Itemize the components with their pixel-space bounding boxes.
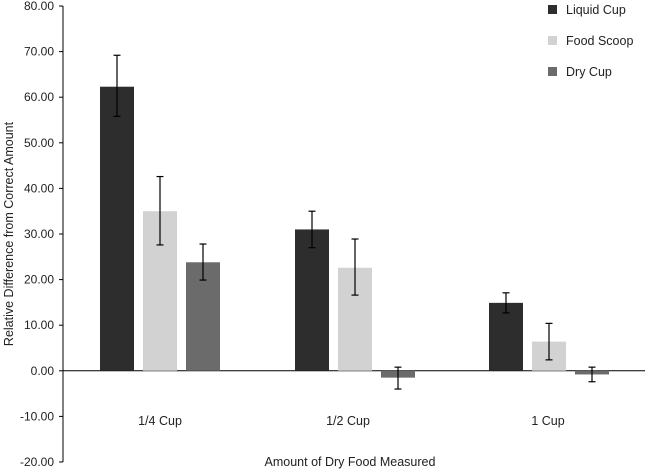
y-axis-ticks: 80.00 70.00 60.00 50.00 40.00 30.00 20.00 10.00… xyxy=(20,0,63,469)
y-tick-label: 80.00 xyxy=(24,0,54,13)
error-bar xyxy=(502,292,510,314)
error-bar xyxy=(156,175,164,246)
y-tick-label: 70.00 xyxy=(24,45,54,59)
error-bar xyxy=(545,322,553,361)
legend-item: Dry Cup xyxy=(548,65,612,79)
legend-item: Food Scoop xyxy=(548,34,633,48)
legend-swatch xyxy=(548,36,557,45)
y-tick-label: 50.00 xyxy=(24,136,54,150)
category-label: 1 Cup xyxy=(531,414,564,428)
y-tick-label: 30.00 xyxy=(24,227,54,241)
x-axis-title: Amount of Dry Food Measured xyxy=(265,455,436,469)
error-bar xyxy=(588,366,596,383)
y-axis-title: Relative Difference from Correct Amount xyxy=(2,121,16,346)
bar-liquid-cup-1 xyxy=(295,229,329,371)
bars xyxy=(100,86,609,378)
error-bar xyxy=(394,366,402,390)
legend-label: Liquid Cup xyxy=(566,3,626,17)
error-bars xyxy=(113,54,596,390)
legend-label: Dry Cup xyxy=(566,65,612,79)
y-tick-label: 10.00 xyxy=(24,318,54,332)
y-tick-label: 60.00 xyxy=(24,90,54,104)
category-label: 1/2 Cup xyxy=(326,414,370,428)
legend-swatch xyxy=(548,67,557,76)
legend-item: Liquid Cup xyxy=(548,3,626,17)
legend: Liquid Cup Food Scoop Dry Cup xyxy=(548,3,633,79)
error-bar xyxy=(199,243,207,281)
error-bar xyxy=(308,210,316,249)
error-bar xyxy=(351,238,359,296)
bar-liquid-cup-2 xyxy=(489,302,523,371)
y-tick-label: -20.00 xyxy=(20,455,54,469)
y-tick-label: 20.00 xyxy=(24,273,54,287)
legend-swatch xyxy=(548,5,557,14)
legend-label: Food Scoop xyxy=(566,34,633,48)
y-tick-label: 40.00 xyxy=(24,181,54,195)
y-tick-label: 0.00 xyxy=(31,364,55,378)
bar-liquid-cup-0 xyxy=(100,86,134,371)
category-label: 1/4 Cup xyxy=(138,414,182,428)
error-bar xyxy=(113,54,121,117)
y-tick-label: -10.00 xyxy=(20,409,54,423)
category-labels: 1/4 Cup 1/2 Cup 1 Cup xyxy=(138,414,565,428)
